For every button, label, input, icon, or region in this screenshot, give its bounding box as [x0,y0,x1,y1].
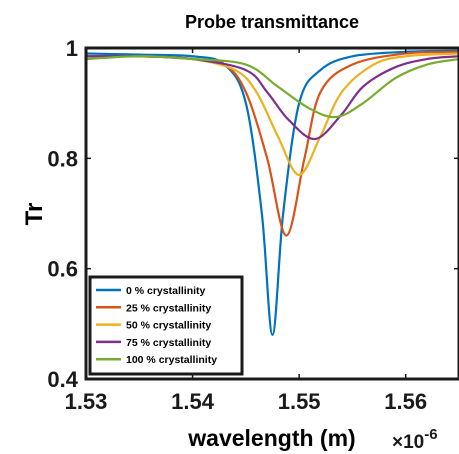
legend-label-1: 25 % crystallinity [126,302,211,314]
x-tick-label: 1.54 [171,389,215,414]
y-axis-label: Tr [21,203,48,226]
series-line-4 [86,55,459,119]
legend-label-4: 100 % crystallinity [126,354,217,366]
legend-label-2: 50 % crystallinity [126,320,211,332]
series-line-0 [86,49,459,336]
legend-label-0: 0 % crystallinity [126,285,206,297]
legend: 0 % crystallinity 25 % crystallinity 50 % … [88,275,244,376]
plot-frame [84,46,459,381]
x-tick-label: 1.56 [384,389,427,414]
x-multiplier-base: ×10 [392,432,424,453]
y-tick-label: 0.6 [47,257,78,282]
y-tick-label: 0.4 [47,367,78,392]
x-tick-label: 1.55 [278,389,321,414]
legend-label-3: 75 % crystallinity [126,337,211,349]
series-layer [86,49,459,336]
x-multiplier-exponent: -6 [424,426,437,443]
ticks-layer: 1.53 1.54 1.55 1.56 0.4 0.6 0.8 1 [47,36,459,414]
legend-entries: 0 % crystallinity 25 % crystallinity 50 % … [96,285,217,366]
chart-title: Probe transmittance [185,12,359,32]
y-tick-label: 0.8 [47,146,78,171]
x-axis-label: wavelength (m) [187,425,355,451]
x-tick-label: 1.53 [65,389,108,414]
x-axis-multiplier: ×10-6 [392,426,438,453]
y-tick-label: 1 [66,36,78,61]
